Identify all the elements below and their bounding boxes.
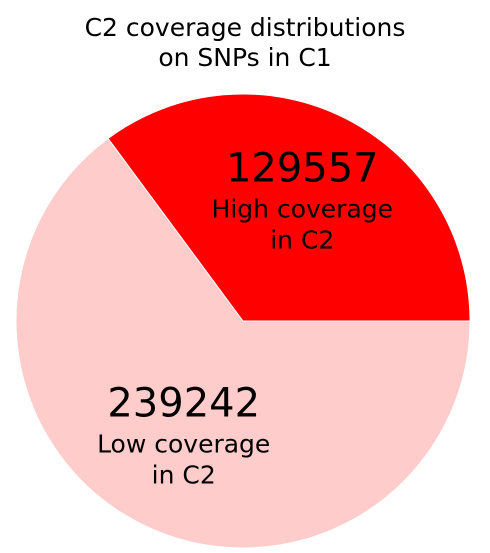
pie-slice-category-label: High coverage in C2 [212,194,393,254]
pie-slice-1 [15,137,471,549]
pie-slice-category-label-line: in C2 [270,225,334,254]
pie-slice-value-label: 239242 [107,381,260,427]
pie-slice-category-label-line: Low coverage [97,430,270,459]
pie-slice-value-label: 129557 [226,145,379,191]
pie-slice-category-label: Low coverage in C2 [97,430,270,490]
chart-title-line: on SNPs in C1 [158,43,331,72]
pie-slice-2 [107,93,471,322]
chart-title-line: C2 coverage distributions [85,13,406,42]
pie-slices [15,93,471,549]
pie-slice-category-label-line: in C2 [152,461,216,490]
chart-title: C2 coverage distributions on SNPs in C1 [85,13,406,72]
pie-slice-category-label-line: High coverage [212,194,393,223]
